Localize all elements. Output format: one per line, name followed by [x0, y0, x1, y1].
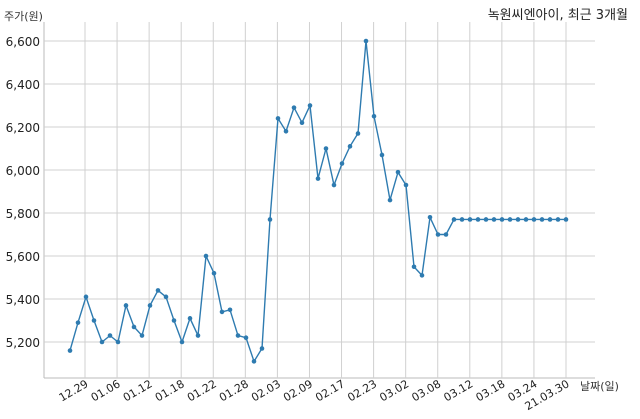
- data-point: [163, 294, 169, 300]
- data-point: [539, 217, 545, 222]
- x-tick-label: 02.03: [249, 377, 283, 404]
- data-point: [467, 217, 473, 222]
- data-point: [523, 217, 529, 222]
- data-point: [275, 116, 281, 121]
- series-line: [69, 40, 566, 364]
- data-point: [547, 217, 553, 222]
- x-tick-label: 03.12: [442, 377, 476, 404]
- y-tick-label: 6,600: [6, 35, 40, 49]
- data-point: [403, 182, 409, 188]
- data-point: [419, 273, 425, 278]
- chart-title: 녹원씨엔아이, 최근 3개월: [487, 8, 628, 23]
- data-point: [515, 217, 521, 222]
- x-axis: 12.2901.0601.1201.1801.2201.2802.0302.09…: [57, 377, 572, 413]
- data-point: [355, 131, 361, 136]
- y-tick-label: 6,400: [6, 78, 40, 92]
- data-point: [371, 113, 377, 119]
- data-point: [107, 333, 113, 338]
- x-tick-label: 12.29: [57, 377, 91, 404]
- data-point: [507, 217, 513, 222]
- data-point: [187, 316, 193, 321]
- x-tick-label: 03.02: [377, 377, 411, 404]
- data-point: [323, 146, 329, 151]
- y-axis-label: 주가(원): [4, 10, 43, 23]
- x-tick-label: 02.23: [345, 377, 379, 404]
- data-point: [363, 38, 369, 44]
- data-point: [307, 103, 313, 108]
- data-point: [315, 176, 321, 181]
- data-point: [123, 303, 129, 308]
- y-tick-label: 6,000: [6, 164, 40, 178]
- data-point: [283, 129, 289, 134]
- y-tick-label: 5,400: [6, 293, 40, 307]
- grid: [43, 22, 595, 379]
- data-point: [179, 339, 185, 345]
- y-axis: 5,200 5,400 5,600 5,800 6,000 6,200 6,400 6,600: [6, 35, 40, 350]
- data-point: [531, 217, 537, 222]
- data-point: [499, 217, 505, 222]
- data-point: [459, 217, 465, 222]
- x-tick-label: 02.17: [313, 377, 347, 404]
- data-point: [331, 182, 337, 188]
- data-point: [299, 120, 305, 125]
- x-axis-label: 날짜(일): [580, 380, 619, 393]
- data-point: [387, 197, 393, 203]
- data-point: [395, 169, 401, 175]
- data-point: [483, 217, 489, 222]
- data-point: [219, 309, 225, 315]
- data-point: [139, 333, 145, 338]
- data-point: [491, 217, 497, 222]
- x-tick-label: 01.28: [217, 377, 251, 404]
- data-point: [435, 232, 441, 237]
- data-point: [347, 144, 353, 149]
- data-point: [235, 333, 241, 338]
- y-tick-label: 5,200: [6, 336, 40, 350]
- data-point: [563, 217, 569, 222]
- data-point: [211, 270, 217, 276]
- data-point: [83, 294, 89, 300]
- data-point: [147, 303, 153, 308]
- x-tick-label: 03.18: [474, 377, 508, 404]
- x-tick-label: 01.18: [153, 377, 187, 404]
- data-point: [451, 217, 457, 222]
- y-tick-label: 5,600: [6, 250, 40, 264]
- data-point: [259, 346, 265, 351]
- data-point: [339, 161, 345, 166]
- x-tick-label: 01.22: [185, 377, 219, 404]
- data-point: [171, 318, 177, 323]
- data-point: [427, 215, 433, 220]
- data-point: [251, 359, 257, 364]
- x-tick-label: 03.08: [409, 377, 443, 404]
- data-point: [155, 288, 161, 293]
- data-point: [243, 335, 249, 341]
- data-point: [267, 217, 273, 222]
- series: [67, 38, 569, 364]
- data-point: [475, 217, 481, 222]
- data-point: [195, 333, 201, 338]
- data-point: [411, 264, 417, 270]
- x-tick-label: 02.09: [281, 377, 315, 404]
- data-point: [379, 152, 385, 158]
- data-point: [67, 348, 73, 353]
- data-point: [443, 232, 449, 237]
- data-point: [555, 217, 561, 222]
- data-point: [75, 320, 81, 325]
- data-point: [115, 339, 121, 345]
- y-tick-label: 5,800: [6, 207, 40, 221]
- data-point: [203, 253, 209, 259]
- y-tick-label: 6,200: [6, 121, 40, 135]
- x-tick-label: 01.12: [121, 377, 155, 404]
- data-point: [291, 105, 297, 110]
- data-point: [131, 324, 137, 330]
- x-tick-label: 01.06: [89, 377, 123, 404]
- data-point: [91, 318, 97, 323]
- data-point: [227, 307, 233, 313]
- data-point: [99, 339, 105, 345]
